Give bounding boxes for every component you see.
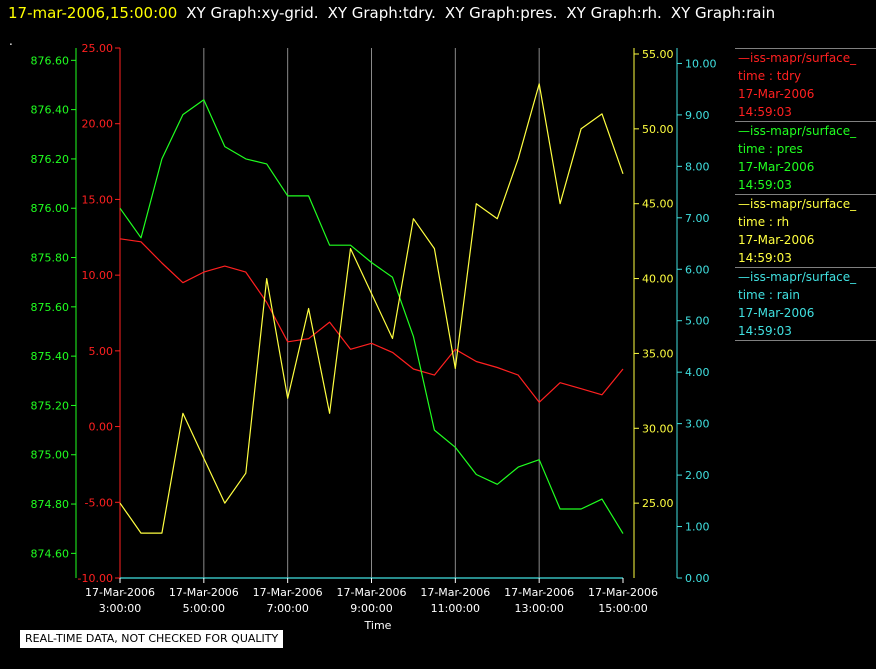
x-tick-time: 9:00:00 [350, 602, 392, 615]
series-rh-line [119, 83, 624, 534]
rain-tick-label: 1.00 [685, 521, 710, 534]
tdry-tick-label: 10.00 [82, 269, 114, 282]
pres-tick-label: 875.60 [31, 301, 70, 314]
rain-tick-label: 3.00 [685, 418, 710, 431]
legend-time: 14:59:03 [738, 105, 792, 119]
rain-tick-label: 7.00 [685, 212, 710, 225]
pres-tick-label: 874.80 [31, 498, 70, 511]
pres-tick-label: 875.80 [31, 252, 70, 265]
x-tick-time: 13:00:00 [514, 602, 563, 615]
graph-label-rain[interactable]: XY Graph:rain [670, 4, 776, 22]
rh-tick-label: 40.00 [642, 273, 674, 286]
pres-tick-label: 874.60 [31, 547, 70, 560]
pres-tick-label: 876.40 [31, 104, 70, 117]
axes: 874.60 874.80 875.00 875.20 875.40 875.60 875.… [31, 42, 717, 585]
legend-date: 17-Mar-2006 [738, 306, 815, 320]
rain-tick-label: 5.00 [685, 315, 710, 328]
legend-time: 14:59:03 [738, 251, 792, 265]
rh-tick-label: 45.00 [642, 198, 674, 211]
legend-date: 17-Mar-2006 [738, 87, 815, 101]
rh-tick-label: 55.00 [642, 48, 674, 61]
legend-date: 17-Mar-2006 [738, 233, 815, 247]
x-tick-date: 17-Mar-2006 [337, 586, 407, 599]
x-tick-date: 17-Mar-2006 [420, 586, 490, 599]
x-tick-time: 7:00:00 [266, 602, 308, 615]
rain-tick-label: 9.00 [685, 109, 710, 122]
rain-tick-label: 2.00 [685, 469, 710, 482]
x-axis-label: Time [364, 619, 392, 632]
legend-source: —iss-mapr/surface_ [738, 51, 857, 65]
timestamp: 17-mar-2006,15:00:00 [8, 4, 178, 22]
tdry-tick-label: -10.00 [78, 572, 113, 585]
quality-note: REAL-TIME DATA, NOT CHECKED FOR QUALITY [20, 630, 284, 648]
tdry-tick-label: 25.00 [82, 42, 114, 55]
legend-item-tdry[interactable]: —iss-mapr/surface_ time : tdry 17-Mar-20… [735, 48, 876, 121]
legend-param: time : rain [738, 288, 801, 302]
graph-header: 17-mar-2006,15:00:00 XY Graph:xy-grid. XY … [0, 0, 876, 26]
graph-label-rh[interactable]: XY Graph:rh. [566, 4, 662, 22]
legend-source: —iss-mapr/surface_ [738, 124, 857, 138]
x-tick-date: 17-Mar-2006 [588, 586, 658, 599]
legend-date: 17-Mar-2006 [738, 160, 815, 174]
x-tick-time: 5:00:00 [183, 602, 225, 615]
tdry-tick-label: 20.00 [82, 118, 114, 131]
x-tick-date: 17-Mar-2006 [504, 586, 574, 599]
pres-tick-label: 876.60 [31, 54, 70, 67]
legend-param: time : pres [738, 142, 803, 156]
rh-tick-label: 35.00 [642, 347, 674, 360]
tdry-tick-label: -5.00 [85, 496, 113, 509]
legend-param: time : tdry [738, 69, 802, 83]
pres-tick-label: 875.20 [31, 399, 70, 412]
legend: —iss-mapr/surface_ time : tdry 17-Mar-20… [735, 48, 876, 341]
legend-source: —iss-mapr/surface_ [738, 270, 857, 284]
x-tick-time: 15:00:00 [598, 602, 647, 615]
rain-tick-label: 6.00 [685, 263, 710, 276]
legend-time: 14:59:03 [738, 178, 792, 192]
tdry-tick-label: 15.00 [82, 193, 114, 206]
x-tick-date: 17-Mar-2006 [253, 586, 323, 599]
pres-tick-label: 875.00 [31, 449, 70, 462]
pres-tick-label: 875.40 [31, 350, 70, 363]
legend-param: time : rh [738, 215, 790, 229]
x-tick-time: 11:00:00 [431, 602, 480, 615]
legend-item-pres[interactable]: —iss-mapr/surface_ time : pres 17-Mar-20… [735, 121, 876, 194]
legend-item-rain[interactable]: —iss-mapr/surface_ time : rain 17-Mar-20… [735, 267, 876, 341]
legend-source: —iss-mapr/surface_ [738, 197, 857, 211]
rh-tick-label: 30.00 [642, 422, 674, 435]
graph-label-pres[interactable]: XY Graph:pres. [444, 4, 558, 22]
graph-label-tdry[interactable]: XY Graph:tdry. [327, 4, 436, 22]
x-tick-time: 3:00:00 [99, 602, 141, 615]
rain-tick-label: 8.00 [685, 160, 710, 173]
pres-tick-label: 876.20 [31, 153, 70, 166]
rain-tick-label: 0.00 [685, 572, 710, 585]
rh-tick-label: 25.00 [642, 497, 674, 510]
x-tick-labels: 17-Mar-2006 3:00:00 17-Mar-2006 5:00:00 17-M… [85, 578, 658, 615]
x-tick-date: 17-Mar-2006 [85, 586, 155, 599]
legend-time: 14:59:03 [738, 324, 792, 338]
series-pres-line [119, 99, 624, 534]
tdry-tick-label: 5.00 [89, 345, 114, 358]
x-tick-date: 17-Mar-2006 [169, 586, 239, 599]
graph-label-xy-grid[interactable]: XY Graph:xy-grid. [186, 4, 319, 22]
series-tdry-line [119, 238, 624, 403]
rh-tick-label: 50.00 [642, 123, 674, 136]
rain-tick-label: 4.00 [685, 366, 710, 379]
legend-item-rh[interactable]: —iss-mapr/surface_ time : rh 17-Mar-2006… [735, 194, 876, 267]
pres-tick-label: 876.00 [31, 202, 70, 215]
rain-tick-label: 10.00 [685, 57, 717, 70]
grid [203, 48, 540, 578]
status-dot: . [9, 34, 13, 48]
tdry-tick-label: 0.00 [89, 421, 114, 434]
